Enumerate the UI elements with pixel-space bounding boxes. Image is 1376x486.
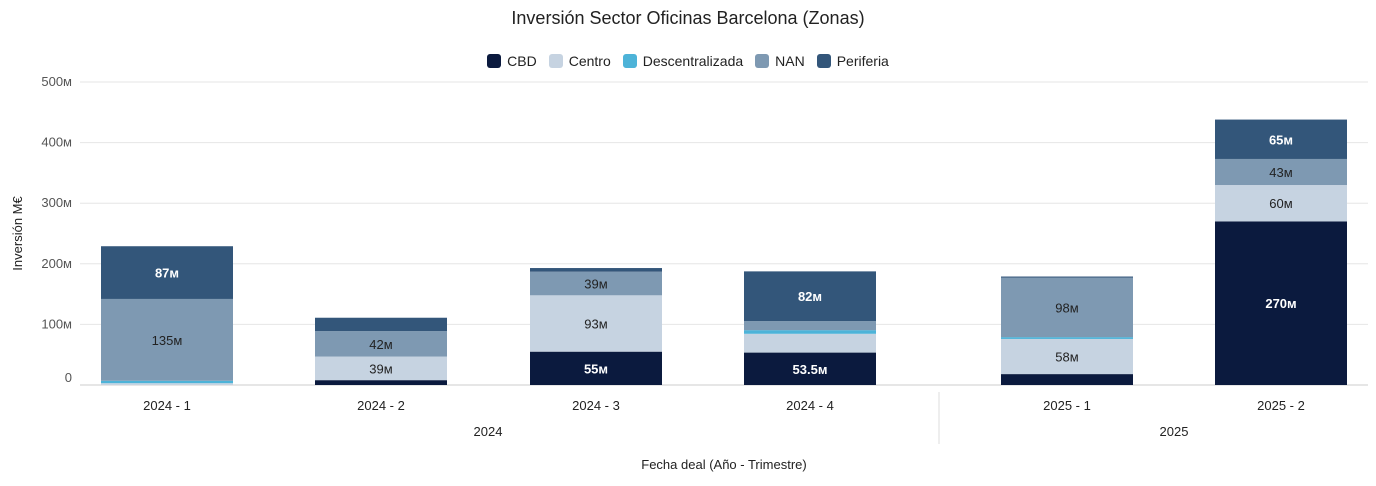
bar-segment	[1001, 338, 1133, 375]
data-label: 270м	[1265, 296, 1296, 311]
bar-segment	[744, 330, 876, 334]
data-label: 87м	[155, 266, 179, 281]
x-tick-label: 2024 - 3	[572, 398, 620, 413]
bar-segment	[1001, 276, 1133, 278]
data-label: 60м	[1269, 196, 1292, 211]
data-label: 39м	[369, 361, 392, 376]
bar-segment	[530, 271, 662, 296]
bar-segment	[315, 331, 447, 357]
legend-item[interactable]: NAN	[755, 53, 805, 69]
bar-segment	[315, 356, 447, 381]
bar-segment	[1215, 221, 1347, 385]
bar-segment	[744, 352, 876, 385]
legend-label: Centro	[568, 53, 611, 69]
y-tick-label: 200м	[41, 256, 72, 271]
data-label: 98м	[1055, 300, 1078, 315]
y-tick-label: 500м	[41, 74, 72, 89]
legend-item[interactable]: Centro	[548, 53, 611, 69]
data-label: 58м	[1055, 350, 1078, 365]
bar-segment	[1001, 277, 1133, 338]
data-label: 65м	[1269, 132, 1293, 147]
bar-segment	[744, 321, 876, 331]
legend-swatch	[816, 54, 831, 68]
data-label: 43м	[1269, 165, 1292, 180]
legend-swatch	[755, 54, 770, 68]
legend-label: CBD	[507, 53, 537, 69]
data-label: 42м	[369, 337, 392, 352]
data-label: 53.5м	[793, 362, 828, 377]
legend-label: NAN	[775, 53, 805, 69]
chart-title: Inversión Sector Oficinas Barcelona (Zon…	[511, 8, 865, 28]
legend-label: Descentralizada	[642, 53, 744, 69]
x-tick-label: 2025 - 2	[1257, 398, 1305, 413]
data-label: 82м	[798, 289, 822, 304]
x-group-label: 2025	[1160, 424, 1189, 439]
x-tick-label: 2024 - 2	[357, 398, 405, 413]
legend: CBD Centro Descentralizada NAN Periferia	[0, 53, 1376, 69]
y-tick-label: 400м	[41, 135, 72, 150]
x-tick-label: 2024 - 1	[143, 398, 191, 413]
x-axis-title: Fecha deal (Año - Trimestre)	[641, 457, 806, 472]
legend-item[interactable]: CBD	[487, 53, 537, 69]
bar-segment	[101, 380, 233, 384]
bar-segment	[101, 383, 233, 385]
bar-segment	[530, 351, 662, 385]
bar-segment	[1215, 185, 1347, 222]
bar-segment	[530, 295, 662, 352]
bar-segment	[101, 298, 233, 381]
y-tick-label: 0	[65, 370, 72, 385]
y-tick-label: 300м	[41, 195, 72, 210]
legend-swatch	[622, 54, 637, 68]
bar-segment	[101, 246, 233, 299]
legend-swatch	[487, 54, 502, 68]
x-tick-label: 2025 - 1	[1043, 398, 1091, 413]
bar-segment	[1215, 158, 1347, 186]
data-label: 55м	[584, 361, 608, 376]
x-group-label: 2024	[474, 424, 503, 439]
bar-segment	[1001, 374, 1133, 385]
legend-label: Periferia	[836, 53, 889, 69]
data-label: 135м	[152, 333, 183, 348]
bar-segment	[315, 317, 447, 332]
legend-item[interactable]: Descentralizada	[622, 53, 744, 69]
bar-segment	[1215, 119, 1347, 159]
data-label: 93м	[584, 316, 607, 331]
bar-segment	[744, 271, 876, 322]
bar-segment	[530, 268, 662, 272]
data-label: 39м	[584, 276, 607, 291]
bar-segment	[744, 333, 876, 353]
legend-item[interactable]: Periferia	[816, 53, 889, 69]
bar-segment	[1001, 337, 1133, 339]
y-axis-title: Inversión M€	[10, 196, 25, 271]
legend-swatch	[548, 54, 563, 68]
x-tick-label: 2024 - 4	[786, 398, 834, 413]
bar-segment	[315, 380, 447, 385]
y-tick-label: 100м	[41, 316, 72, 331]
